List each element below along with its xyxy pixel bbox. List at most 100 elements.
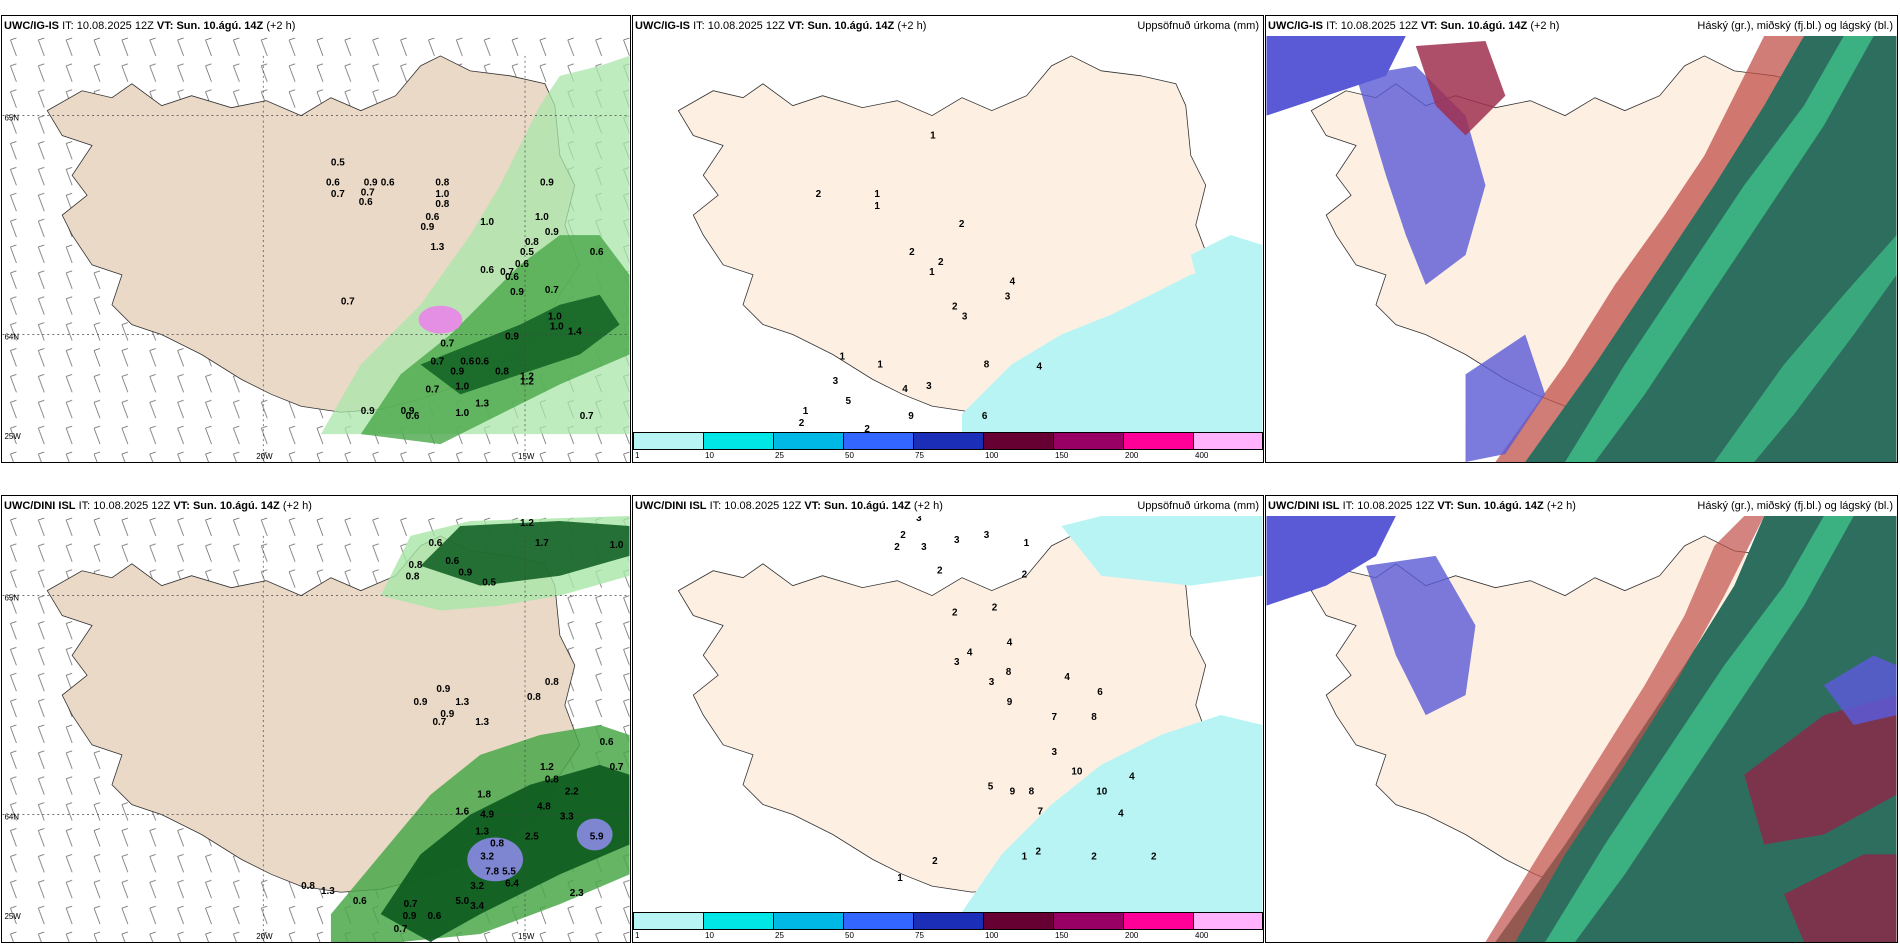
blue-gust-cell xyxy=(467,837,524,882)
value-label: 1 xyxy=(1024,538,1030,549)
value-label: 5 xyxy=(846,396,852,407)
value-label: 4 xyxy=(1118,808,1124,819)
value-label: 0.9 xyxy=(540,177,554,188)
green-band-bright xyxy=(1545,516,1854,942)
value-label: 0.6 xyxy=(428,538,442,549)
variable-title: Háský (gr.), miðský (fj.bl.) og lágský (… xyxy=(1697,20,1893,32)
colorbar-cell xyxy=(844,912,914,930)
variable-title: Uppsöfnuð úrkoma (mm) xyxy=(1137,20,1259,32)
offset: (+2 h) xyxy=(913,500,943,512)
colorbar-cell xyxy=(1124,432,1194,450)
value-label: 1 xyxy=(877,359,883,370)
value-label: 1.0 xyxy=(535,212,549,223)
value-label: 2 xyxy=(1022,570,1028,581)
value-label: 0.6 xyxy=(505,272,519,283)
offset: (+2 h) xyxy=(1530,20,1560,32)
value-label: 2 xyxy=(932,856,938,867)
colorbar-cell xyxy=(984,912,1054,930)
value-label: 4 xyxy=(1064,672,1070,683)
value-label: 6.4 xyxy=(505,878,519,889)
vt-label: VT: xyxy=(787,20,805,32)
value-label: 1.2 xyxy=(520,518,534,529)
value-label: 0.7 xyxy=(331,189,345,200)
panel-igis-wind: UWC/IG-IS IT: 10.08.2025 12Z VT: Sun. 10… xyxy=(1,15,631,463)
value-label: 8 xyxy=(984,359,990,370)
value-label: 7 xyxy=(1038,806,1044,817)
value-label: 1.7 xyxy=(535,538,549,549)
value-label: 0.9 xyxy=(364,177,378,188)
value-label: 2.5 xyxy=(525,831,539,842)
value-label: 1.3 xyxy=(321,886,335,897)
colorbar-cell xyxy=(1054,912,1124,930)
maroon-area xyxy=(1744,695,1897,845)
value-label: 0.7 xyxy=(545,285,559,296)
vt-value: Sun. 10.ágú. 14Z xyxy=(823,500,911,512)
vt-value: Sun. 10.ágú. 14Z xyxy=(176,20,264,32)
value-label: 8 xyxy=(1091,712,1097,723)
value-label: 0.6 xyxy=(359,197,373,208)
vt-label: VT: xyxy=(173,500,190,512)
value-label: 1.0 xyxy=(455,381,469,392)
value-label: 3.2 xyxy=(470,881,484,892)
red-band xyxy=(1485,516,1765,942)
value-label: 0.8 xyxy=(490,838,504,849)
value-label: 0.9 xyxy=(510,287,524,298)
vt-value: Sun. 10.ágú. 14Z xyxy=(807,20,895,32)
value-label: 1.3 xyxy=(455,697,469,708)
value-label: 0.6 xyxy=(445,556,459,567)
colorbar-tick: 10 xyxy=(705,931,714,940)
value-label: 2 xyxy=(952,302,958,313)
value-label: 1.0 xyxy=(480,217,494,228)
colorbar-cell xyxy=(1054,432,1124,450)
colorbar-cell xyxy=(634,912,704,930)
value-label: 0.8 xyxy=(545,677,559,688)
value-label: 3 xyxy=(1051,747,1057,758)
value-label: 1.3 xyxy=(430,242,444,253)
colorbar-cell xyxy=(844,432,914,450)
low-cloud-blue xyxy=(1266,516,1396,606)
vt-label: VT: xyxy=(1420,20,1438,32)
variable-title: Uppsöfnuð úrkoma (mm) xyxy=(1137,500,1259,512)
model-name: UWC/IG-IS xyxy=(635,20,690,32)
colorbar-tick: 25 xyxy=(775,931,784,940)
colorbar: 1 10 25 50 75 100 150 200 400 xyxy=(633,432,1263,462)
value-label: 2 xyxy=(1036,846,1042,857)
panel-title: UWC/IG-IS IT: 10.08.2025 12Z VT: Sun. 10… xyxy=(2,16,630,36)
it-value: 10.08.2025 12Z xyxy=(1357,500,1435,512)
value-label: 2 xyxy=(816,189,822,200)
value-label: 0.6 xyxy=(406,411,420,422)
value-label: 2 xyxy=(959,219,965,230)
lon-label-15w: 15W xyxy=(518,932,535,941)
value-label: 0.7 xyxy=(394,924,408,935)
value-label: 0.6 xyxy=(353,896,367,907)
colorbar-tick: 150 xyxy=(1055,931,1069,940)
value-label: 0.9 xyxy=(414,697,428,708)
value-label: 2.2 xyxy=(565,787,579,798)
lat-label-25w: 25W xyxy=(4,432,21,441)
value-label: 0.9 xyxy=(436,684,450,695)
value-label: 0.7 xyxy=(404,899,418,910)
colorbar-tick: 50 xyxy=(845,451,854,460)
panel-dini-precip: UWC/DINI ISL IT: 10.08.2025 12Z VT: Sun.… xyxy=(632,495,1264,943)
gust-values: 0.50.60.70.60.9 0.60.70.81.00.80.90.60.9 1… xyxy=(326,157,604,422)
panel-title: UWC/IG-IS IT: 10.08.2025 12Z VT: Sun. 10… xyxy=(633,16,1263,36)
wind-map: 65N 64N 25W 20W 15W 0.60.8 0.60.91.21.7 1.… xyxy=(2,516,630,942)
colorbar-tick: 1 xyxy=(635,931,640,940)
value-label: 0.6 xyxy=(480,265,494,276)
value-label: 1.0 xyxy=(455,408,469,419)
colorbar-cell xyxy=(1124,912,1194,930)
value-label: 0.7 xyxy=(580,411,594,422)
value-label: 2 xyxy=(894,542,900,553)
wind-map: 65N 64N 25W 20W 15W 0.50.60.70.60.9 0.60.… xyxy=(2,36,630,462)
value-label: 1.0 xyxy=(548,312,562,323)
value-label: 1.8 xyxy=(477,790,491,801)
panel-dini-clouds: UWC/DINI ISL IT: 10.08.2025 12Z VT: Sun.… xyxy=(1265,495,1898,943)
vt-value: Sun. 10.ágú. 14Z xyxy=(1456,500,1544,512)
offset: (+2 h) xyxy=(266,20,296,32)
value-label: 0.9 xyxy=(458,568,472,579)
value-label: 3 xyxy=(926,381,932,392)
colorbar-tick: 100 xyxy=(985,931,999,940)
model-name: UWC/IG-IS xyxy=(4,20,59,32)
value-label: 0.6 xyxy=(600,737,614,748)
